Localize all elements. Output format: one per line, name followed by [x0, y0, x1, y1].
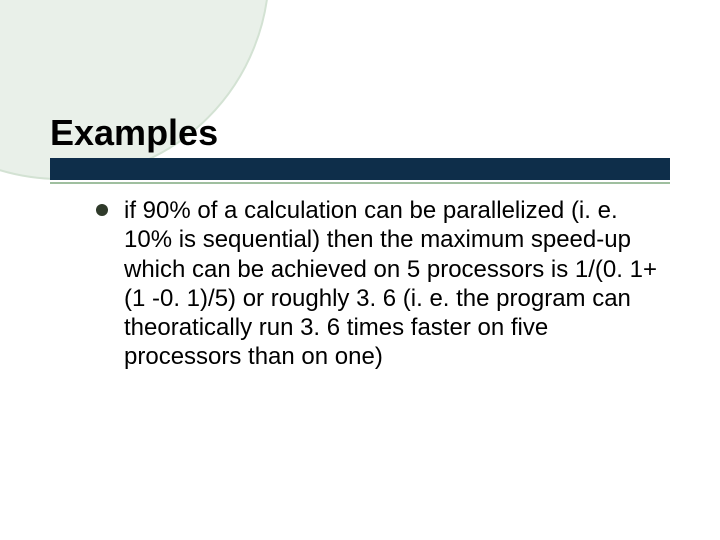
body-area: if 90% of a calculation can be paralleli…: [96, 196, 660, 372]
title-area: Examples: [50, 112, 670, 184]
slide: Examples if 90% of a calculation can be …: [0, 0, 720, 540]
title-underline: [50, 182, 670, 184]
slide-title: Examples: [50, 112, 670, 154]
bullet-dot-icon: [96, 204, 108, 216]
title-bar: [50, 158, 670, 180]
bullet-text: if 90% of a calculation can be paralleli…: [124, 196, 660, 372]
bullet-item: if 90% of a calculation can be paralleli…: [96, 196, 660, 372]
